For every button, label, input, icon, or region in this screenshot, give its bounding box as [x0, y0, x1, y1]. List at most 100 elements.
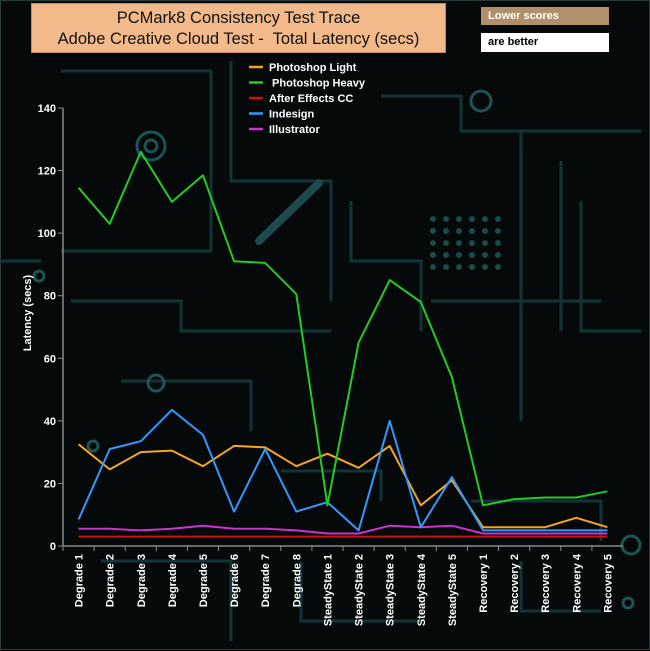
circuit-node	[620, 534, 642, 556]
x-axis-ticks: Degrade 1 Degrade 2 Degrade 3 Degrade 4 Degr…	[62, 546, 614, 626]
y-tick-label: 40	[44, 416, 56, 428]
y-tick-label: 20	[44, 478, 56, 490]
x-tick-label: Degrade 7	[260, 554, 272, 607]
circuit-trace	[281, 469, 383, 501]
circuit-dot	[482, 252, 488, 258]
circuit-dot	[482, 240, 488, 246]
circuit-dot	[430, 216, 436, 222]
note-lower-scores: Lower scores	[481, 7, 609, 25]
legend-entry: Photoshop Light	[249, 62, 357, 74]
chart-axes	[62, 108, 623, 547]
circuit-node	[621, 596, 635, 610]
legend-label: Illustrator	[269, 124, 320, 136]
circuit-dot	[443, 240, 449, 246]
legend: Photoshop Light Photoshop Heavy After Eff…	[249, 62, 366, 136]
circuit-dot	[456, 264, 462, 270]
x-tick-label: Recovery 1	[478, 554, 490, 613]
x-tick-label: Recovery 4	[571, 553, 583, 613]
circuit-dot	[430, 240, 436, 246]
circuit-trace	[71, 299, 331, 333]
x-tick-label: SteadyState 1	[322, 554, 334, 626]
legend-label: Photoshop Light	[269, 62, 357, 74]
circuit-trace	[519, 561, 601, 613]
y-tick-label: 140	[38, 103, 56, 115]
legend-entry: Indesign	[249, 109, 315, 121]
circuit-dot	[495, 228, 501, 234]
series-line-photoshop-light	[77, 443, 608, 529]
legend-label: Photoshop Heavy	[269, 78, 366, 90]
y-tick-label: 80	[44, 291, 56, 303]
x-tick-label: SteadyState 2	[354, 554, 366, 626]
circuit-dot	[443, 252, 449, 258]
circuit-dot	[430, 252, 436, 258]
circuit-dot	[495, 252, 501, 258]
circuit-trace	[431, 299, 523, 421]
circuit-trace	[101, 559, 233, 641]
circuit-dot	[469, 240, 475, 246]
circuit-trace	[349, 201, 423, 331]
circuit-dot	[469, 264, 475, 270]
circuit-dot	[443, 228, 449, 234]
circuit-node	[135, 130, 167, 162]
circuit-trace	[381, 94, 641, 133]
circuit-dot	[456, 240, 462, 246]
circuit-node	[86, 439, 100, 453]
x-tick-label: SteadyState 5	[447, 554, 459, 626]
chart-title-box: PCMark8 Consistency Test Trace Adobe Cre…	[31, 3, 446, 53]
legend-entry: Illustrator	[249, 124, 320, 136]
series-line-indesign	[77, 408, 608, 532]
x-tick-label: Degrade 8	[291, 554, 303, 607]
circuit-background-decoration	[1, 61, 642, 641]
legend-entry: After Effects CC	[249, 93, 353, 105]
circuit-dot	[482, 228, 488, 234]
circuit-dot	[495, 264, 501, 270]
y-tick-label: 60	[44, 353, 56, 365]
y-tick-label: 120	[38, 166, 56, 178]
chart-title: PCMark8 Consistency Test Trace	[116, 9, 361, 27]
circuit-dot	[469, 228, 475, 234]
circuit-dot	[443, 264, 449, 270]
circuit-dot	[456, 216, 462, 222]
circuit-node	[146, 373, 166, 393]
circuit-dot	[456, 252, 462, 258]
series-line-photoshop-heavy	[77, 150, 608, 507]
circuit-dot	[482, 264, 488, 270]
x-tick-label: Degrade 6	[229, 554, 241, 607]
y-axis-ticks: 0 20 40 60 80 100 120 140	[38, 103, 63, 553]
circuit-trace	[229, 61, 333, 301]
circuit-dot	[495, 216, 501, 222]
circuit-trace	[299, 561, 421, 623]
circuit-dot	[469, 216, 475, 222]
legend-label: After Effects CC	[269, 93, 353, 105]
series-line-illustrator	[78, 524, 608, 535]
circuit-dot	[495, 240, 501, 246]
x-tick-label: Recovery 2	[509, 554, 521, 613]
circuit-trace	[579, 201, 641, 333]
circuit-dot	[443, 216, 449, 222]
note-are-better: are better	[481, 33, 609, 52]
circuit-dot	[430, 264, 436, 270]
circuit-node	[143, 138, 159, 154]
circuit-dot	[482, 216, 488, 222]
circuit-dot	[456, 228, 462, 234]
legend-label: Indesign	[269, 109, 315, 121]
x-tick-label: Degrade 4	[167, 553, 179, 607]
legend-entry: Photoshop Heavy	[249, 78, 366, 90]
circuit-trace	[471, 499, 603, 541]
circuit-node	[469, 89, 493, 113]
circuit-bar	[255, 179, 323, 245]
series-lines	[77, 150, 608, 538]
circuit-trace	[61, 69, 213, 253]
x-tick-label: Recovery 3	[540, 554, 552, 613]
x-tick-label: Degrade 3	[136, 554, 148, 607]
chart-subtitle: Adobe Creative Cloud Test - Total Latenc…	[57, 30, 420, 48]
circuit-node	[32, 269, 46, 283]
x-tick-label: Degrade 5	[198, 554, 210, 607]
circuit-trace	[121, 379, 253, 431]
x-tick-label: SteadyState 4	[416, 553, 428, 626]
circuit-dot	[469, 252, 475, 258]
y-tick-label: 100	[38, 228, 56, 240]
x-tick-label: Degrade 1	[74, 554, 86, 607]
